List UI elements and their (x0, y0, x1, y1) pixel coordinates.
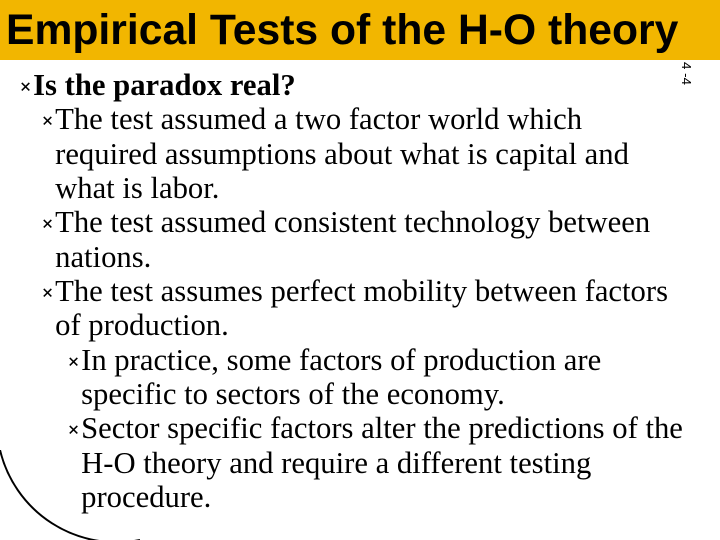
bullet-glyph-icon: ༝ (68, 343, 79, 377)
bullet-glyph-icon: ༝ (68, 411, 79, 445)
bullet-text: In practice, some factors of production … (81, 343, 690, 412)
bullet-text: The test assumed a two factor world whic… (55, 102, 690, 205)
bullet-text: The test assumes perfect mobility betwee… (55, 274, 690, 343)
bullet-glyph-icon: ༝ (42, 274, 53, 308)
bullet-item: ༝The test assumed a two factor world whi… (42, 102, 690, 205)
bullet-glyph-icon: ༝ (42, 102, 53, 136)
bullet-glyph-icon: ༝ (42, 205, 53, 239)
slide-title: Empirical Tests of the H-O theory (6, 8, 712, 53)
bullet-item: ༝The test assumes perfect mobility betwe… (42, 274, 690, 343)
title-band: Empirical Tests of the H-O theory (0, 0, 720, 60)
slide: Empirical Tests of the H-O theory 4 -4 ༝… (0, 0, 720, 540)
bullet-item: ༝The test assumed consistent technology … (42, 205, 690, 274)
bullet-text: The test assumed consistent technology b… (55, 205, 690, 274)
slide-body: ༝Is the paradox real?༝The test assumed a… (0, 60, 720, 514)
bullet-item: ༝Sector specific factors alter the predi… (68, 411, 690, 514)
page-number: 4 -4 (679, 62, 694, 85)
bullet-item: ༝In practice, some factors of production… (68, 343, 690, 412)
bullet-text: Sector specific factors alter the predic… (81, 411, 690, 514)
bullet-item: ༝Is the paradox real? (20, 68, 690, 102)
bullet-glyph-icon: ༝ (20, 68, 31, 102)
bullet-text: Is the paradox real? (33, 68, 690, 102)
